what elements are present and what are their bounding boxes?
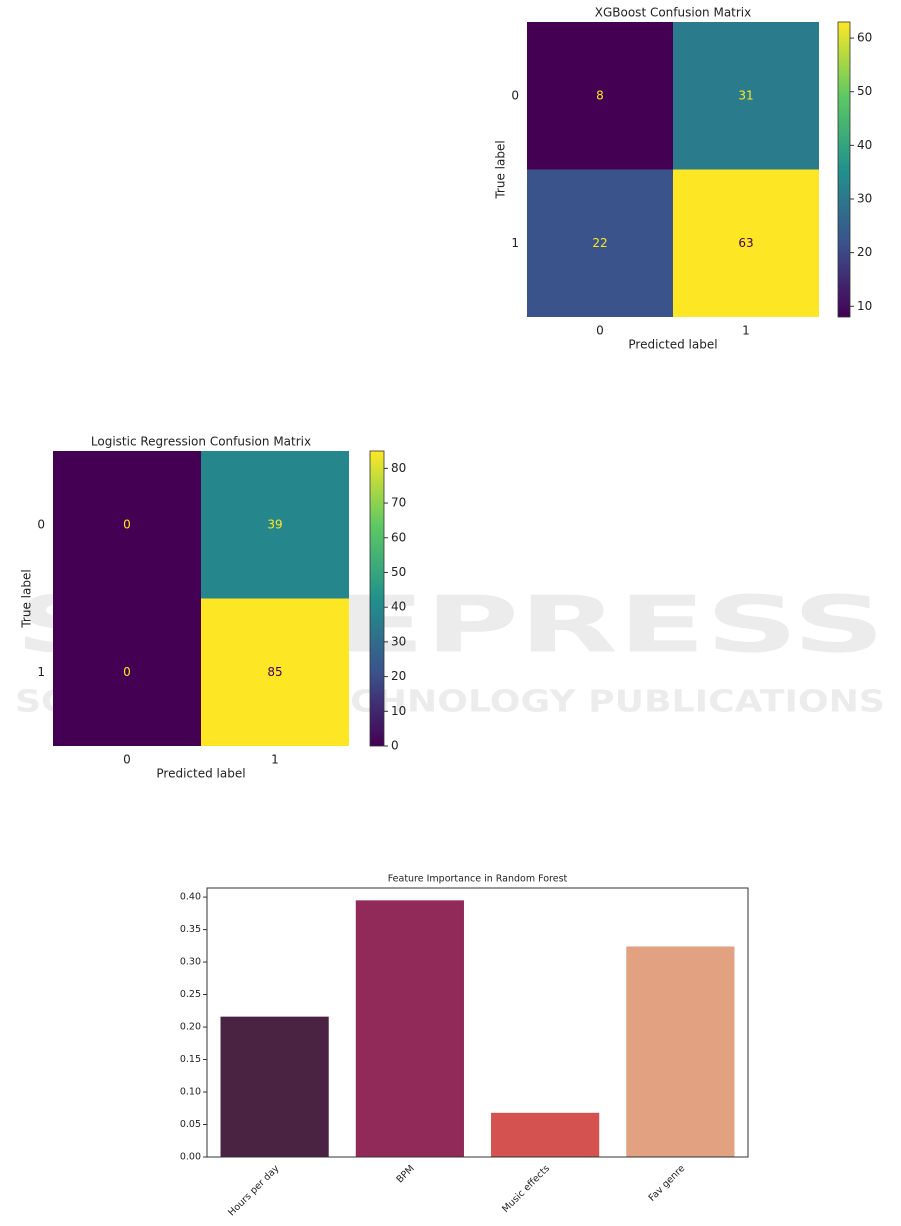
x-axis-label: Predicted label [156, 767, 245, 781]
y-tick-label: 0.10 [180, 1087, 201, 1098]
chart-title: Logistic Regression Confusion Matrix [91, 435, 311, 449]
x-axis-label: Predicted label [628, 338, 717, 352]
y-axis-label: True label [20, 569, 34, 628]
y-tick-label: 1 [511, 236, 519, 250]
cell-label: 0 [123, 517, 131, 531]
x-tick-label: 0 [123, 753, 131, 767]
chart-title: XGBoost Confusion Matrix [595, 6, 752, 20]
y-tick-label: 0.05 [180, 1119, 201, 1130]
heatmap-cell [673, 22, 819, 170]
bar [491, 1112, 600, 1157]
colorbar-tick-label: 40 [391, 600, 406, 614]
cell-label: 39 [267, 517, 282, 531]
x-tick-label: Hours per day [226, 1163, 282, 1219]
y-tick-label: 0.35 [180, 924, 201, 935]
y-tick-label: 0 [37, 517, 45, 531]
cell-label: 22 [592, 236, 607, 250]
y-tick-label: 0.00 [180, 1152, 201, 1163]
heatmap-cell [673, 169, 819, 317]
heatmap-cell [53, 451, 201, 599]
colorbar-tick-label: 20 [857, 245, 872, 259]
y-tick-label: 0.15 [180, 1054, 201, 1065]
colorbar-tick-label: 10 [857, 299, 872, 313]
colorbar-tick-label: 0 [391, 739, 399, 753]
heatmap-cell [201, 451, 349, 599]
y-tick-label: 0.40 [180, 892, 201, 903]
heatmap-cell [53, 598, 201, 746]
bar [626, 946, 735, 1157]
y-tick-label: 1 [37, 665, 45, 679]
chart: Feature Importance in Random Forest 0.00 0… [180, 874, 749, 1219]
y-tick-label: 0 [511, 88, 519, 102]
colorbar [369, 450, 385, 747]
colorbar-tick-label: 40 [857, 138, 872, 152]
plot-frame [206, 887, 749, 1158]
chart: Logistic Regression Confusion Matrix 0 39 0… [20, 435, 407, 781]
heatmap-cell [527, 169, 673, 317]
cell-label: 31 [738, 88, 753, 102]
cell-label: 8 [596, 88, 604, 102]
colorbar-tick-label: 20 [391, 669, 406, 683]
bar [220, 1016, 329, 1157]
y-tick-label: 0.30 [180, 957, 201, 968]
colorbar-tick-label: 60 [857, 31, 872, 45]
y-tick-label: 0.25 [180, 989, 201, 1000]
x-tick-label: BPM [395, 1163, 417, 1185]
colorbar-tick-label: 60 [391, 530, 406, 544]
cell-label: 63 [738, 236, 753, 250]
y-axis-label: True label [494, 140, 508, 199]
heatmap-cell [201, 598, 349, 746]
colorbar [837, 21, 851, 318]
colorbar-tick-label: 80 [391, 461, 406, 475]
colorbar-tick-label: 50 [857, 84, 872, 98]
y-tick-label: 0.20 [180, 1022, 201, 1033]
chart-title: Feature Importance in Random Forest [388, 874, 568, 885]
heatmap-cell [527, 22, 673, 170]
colorbar-tick-label: 30 [391, 634, 406, 648]
colorbar-tick-label: 10 [391, 704, 406, 718]
colorbar-tick-label: 70 [391, 496, 406, 510]
x-tick-label: 1 [742, 324, 750, 338]
cell-label: 85 [267, 665, 282, 679]
cell-label: 0 [123, 665, 131, 679]
colorbar-tick-label: 50 [391, 565, 406, 579]
x-tick-label: 1 [271, 753, 279, 767]
colorbar-tick-label: 30 [857, 192, 872, 206]
x-tick-label: Music effects [500, 1163, 552, 1215]
bar [355, 900, 464, 1157]
x-tick-label: Fav genre [647, 1163, 688, 1204]
x-tick-label: 0 [596, 324, 604, 338]
